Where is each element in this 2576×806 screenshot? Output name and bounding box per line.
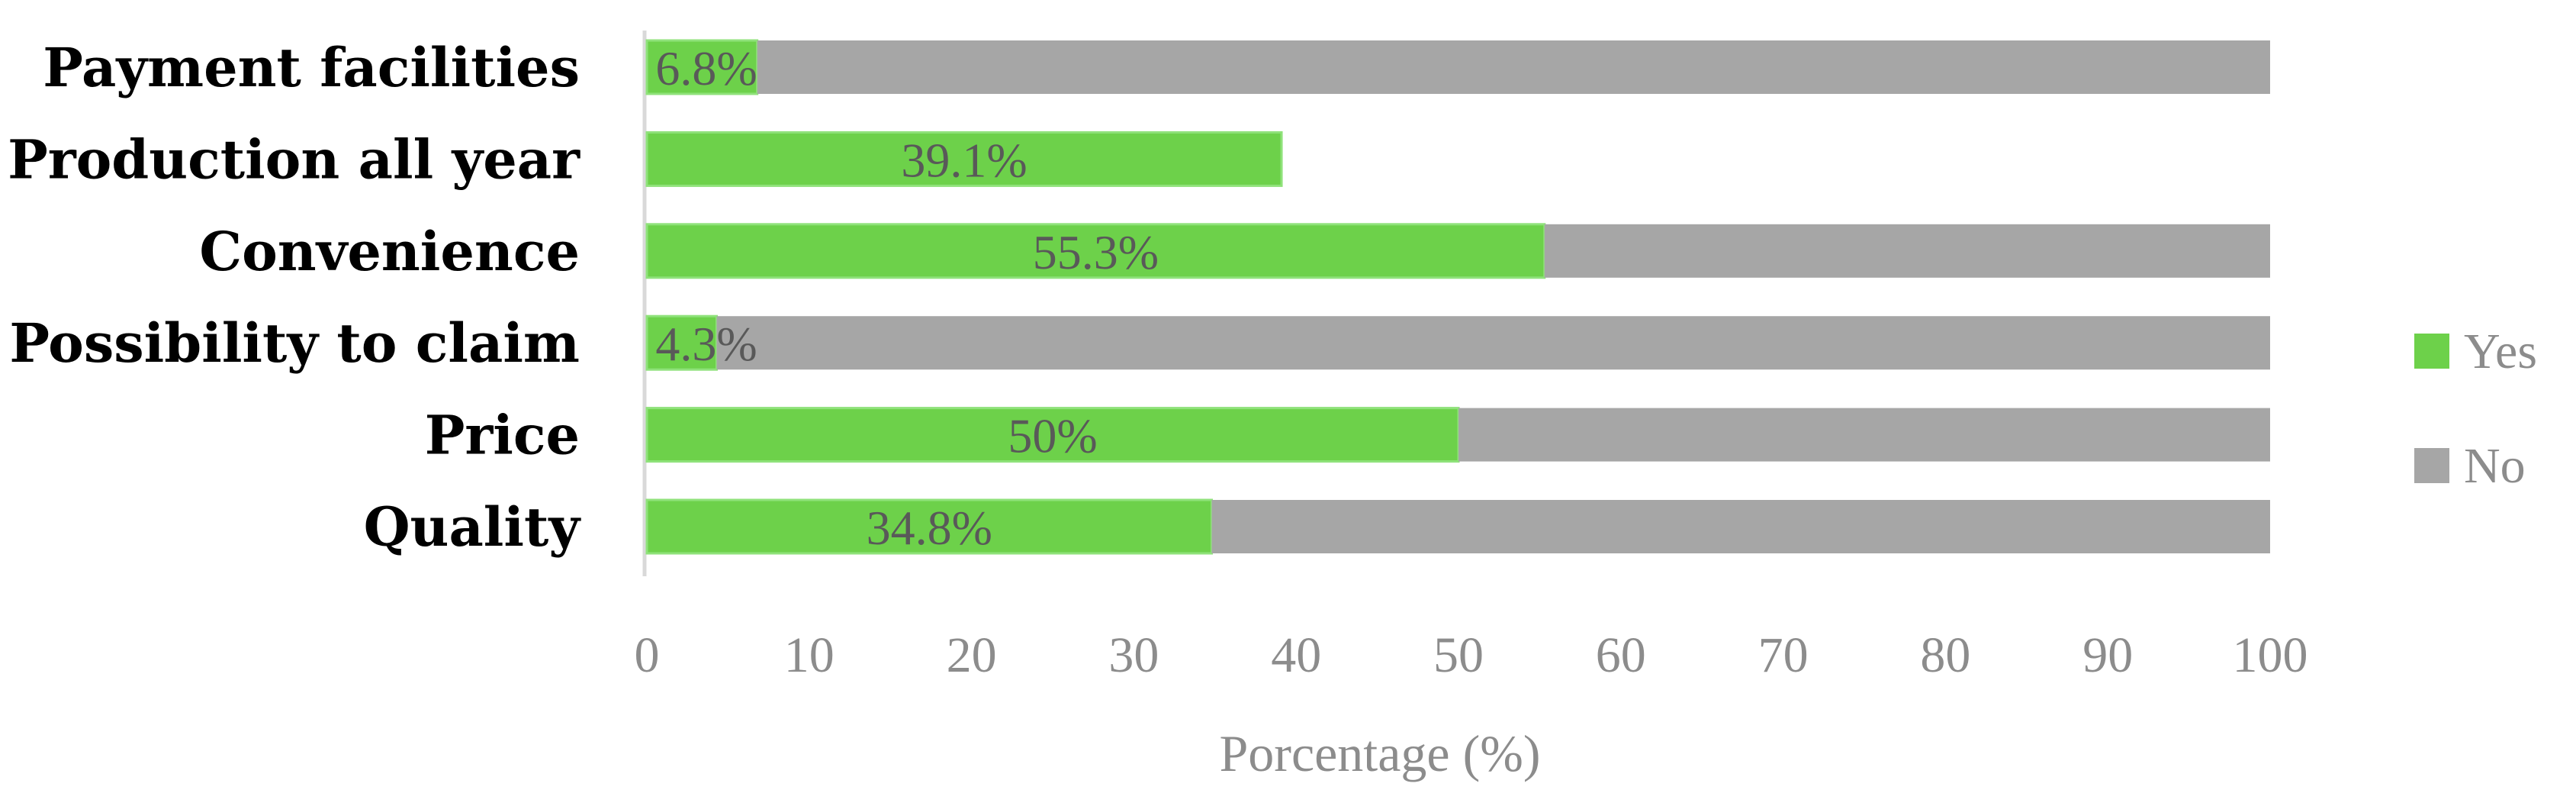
x-tick-label: 10 <box>784 627 835 683</box>
bar-no-3 <box>716 316 2270 370</box>
data-labels-layer: 6.8% 39.1%55.3% 4.3% 50% 34.8% <box>655 41 1159 555</box>
bar-yes-2 <box>645 223 1546 279</box>
category-label: Possibility to claim <box>9 311 580 375</box>
legend-label-yes: Yes <box>2464 324 2537 379</box>
bar-no-5 <box>1211 500 2270 553</box>
legend-swatch-no <box>2414 448 2449 483</box>
data-label: 39.1% <box>901 133 1027 187</box>
x-tick-label: 70 <box>1758 627 1809 683</box>
category-labels: Payment facilities Production all year Con… <box>8 36 581 559</box>
data-label: 34.8% <box>867 501 992 555</box>
category-label: Convenience <box>199 220 580 283</box>
bar-no-2 <box>1544 224 2270 278</box>
legend-label-no: No <box>2464 438 2526 494</box>
x-tick-labels: 0 10 20 30 40 50 60 70 80 90 100 <box>635 627 2308 683</box>
bar-no-4 <box>1458 408 2270 462</box>
bar-yes-1 <box>645 131 1283 187</box>
x-axis-title: Porcentage (%) <box>1219 724 1540 782</box>
data-label: 6.8% <box>655 41 757 95</box>
x-tick-label: 60 <box>1596 627 1646 683</box>
category-label: Quality <box>364 495 582 559</box>
legend: Yes No <box>2414 324 2537 494</box>
data-label: 4.3% <box>655 317 757 371</box>
x-tick-label: 40 <box>1271 627 1321 683</box>
x-tick-label: 20 <box>947 627 997 683</box>
x-tick-label: 100 <box>2233 627 2308 683</box>
bars-layer <box>645 39 2270 555</box>
data-label: 50% <box>1008 409 1097 463</box>
x-tick-label: 0 <box>635 627 660 683</box>
category-label: Price <box>425 404 580 467</box>
x-tick-label: 90 <box>2082 627 2133 683</box>
data-label: 55.3% <box>1033 225 1159 279</box>
bar-yes-5 <box>645 498 1214 555</box>
category-label: Production all year <box>8 127 580 191</box>
x-tick-label: 30 <box>1108 627 1159 683</box>
x-tick-label: 80 <box>1920 627 1970 683</box>
bar-no-0 <box>757 40 2270 94</box>
legend-swatch-yes <box>2414 334 2449 369</box>
x-tick-label: 50 <box>1433 627 1484 683</box>
category-label: Payment facilities <box>43 36 580 99</box>
